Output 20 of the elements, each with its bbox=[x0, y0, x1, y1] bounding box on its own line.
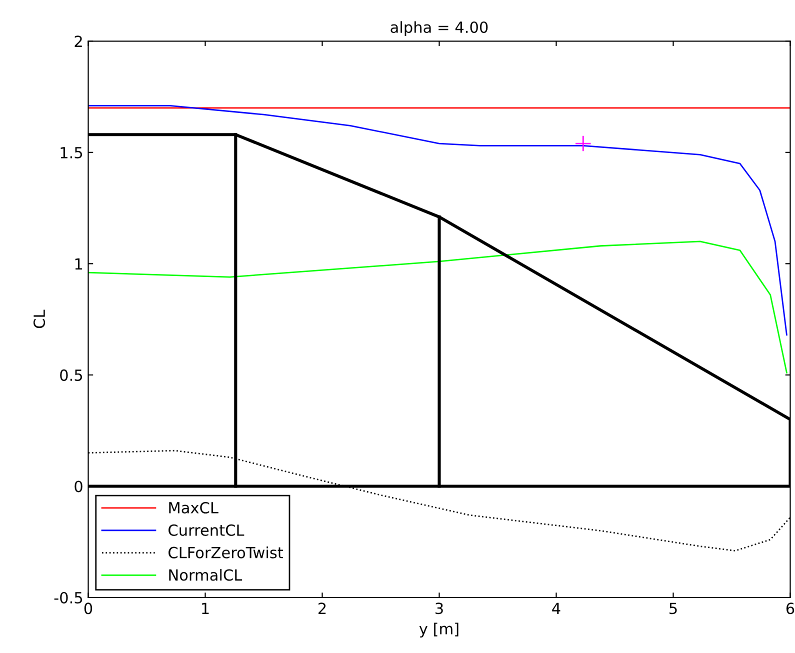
chart-title: alpha = 4.00 bbox=[390, 21, 488, 36]
x-tick-label: 3 bbox=[436, 602, 443, 614]
y-tick-label: 1 bbox=[75, 258, 82, 270]
x-tick-label: 1 bbox=[202, 602, 209, 614]
y-tick-label: 2 bbox=[74, 36, 82, 47]
x-tick-label: 0 bbox=[84, 602, 92, 614]
y-tick-label: 1.5 bbox=[60, 147, 82, 158]
y-tick-label: 0.5 bbox=[60, 369, 82, 381]
legend-label: CLForZeroTwist bbox=[168, 546, 284, 558]
x-tick-label: 6 bbox=[786, 602, 794, 614]
x-tick-label: 4 bbox=[552, 602, 560, 614]
x-axis-title: y [m] bbox=[419, 622, 458, 638]
y-tick-label: 0 bbox=[74, 480, 82, 492]
legend-label: MaxCL bbox=[169, 502, 218, 514]
legend-label: CurrentCL bbox=[168, 524, 244, 536]
y-axis-title: CL bbox=[34, 310, 46, 328]
legend-label: NormalCL bbox=[169, 568, 242, 581]
x-tick-label: 2 bbox=[318, 602, 326, 614]
x-tick-label: 5 bbox=[670, 602, 677, 614]
y-tick-label: -0.5 bbox=[54, 592, 82, 604]
